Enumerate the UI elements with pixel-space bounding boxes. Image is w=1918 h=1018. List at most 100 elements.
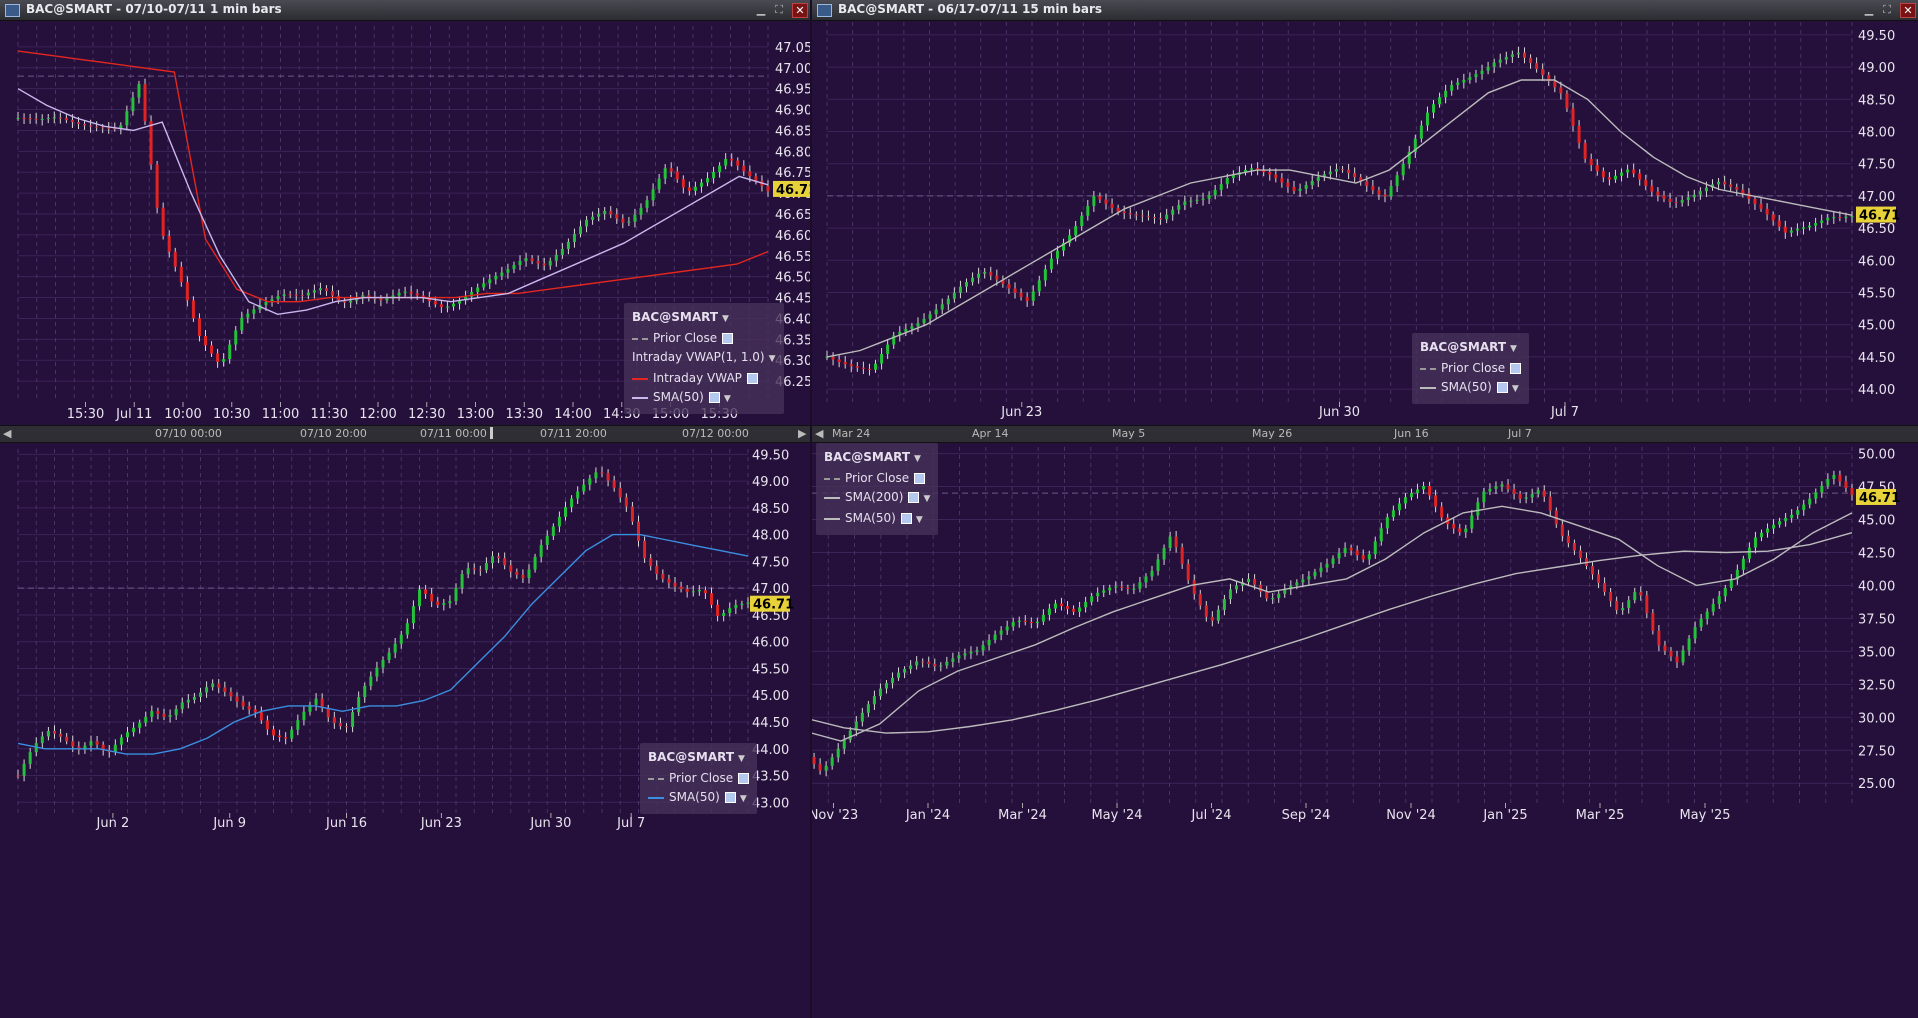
legend-visibility-checkbox[interactable] [724, 792, 736, 803]
candle-body [1826, 217, 1830, 221]
legend-item[interactable]: SMA(200) ▼ [824, 488, 930, 509]
time-scrollbar[interactable]: ◀ 07/10 00:00 07/10 20:00 07/11 00:00 07… [0, 425, 810, 443]
candle-body [1367, 554, 1371, 560]
scroll-thumb[interactable] [490, 427, 493, 439]
candle-body [64, 117, 68, 121]
minimize-icon[interactable]: ▁ [756, 3, 766, 16]
y-tick-label: 46.45 [775, 292, 810, 307]
candle-body [83, 124, 87, 126]
legend-menu-icon[interactable]: ▼ [738, 754, 745, 764]
candle-body [1603, 583, 1607, 592]
chart-legend[interactable]: BAC@SMART ▼ Prior Close SMA(50) ▼ [640, 743, 758, 814]
chart-legend[interactable]: BAC@SMART ▼ Prior Close SMA(50) ▼ [1412, 333, 1530, 404]
legend-menu-icon[interactable]: ▼ [768, 354, 776, 364]
legend-visibility-checkbox[interactable] [1496, 382, 1508, 393]
legend-visibility-checkbox[interactable] [722, 333, 734, 344]
y-tick-label: 46.75 [775, 166, 810, 181]
candle-body [1322, 174, 1326, 177]
legend-item[interactable]: SMA(50) ▼ [648, 788, 749, 809]
candle-body [1328, 171, 1332, 175]
legend-menu-icon[interactable]: ▼ [723, 394, 731, 404]
candle-body [643, 540, 647, 559]
legend-symbol[interactable]: BAC@SMART ▼ [632, 310, 729, 324]
candle-body [409, 291, 413, 294]
legend-item[interactable]: SMA(50) ▼ [632, 388, 776, 409]
candle-body [1425, 112, 1429, 126]
legend-symbol[interactable]: BAC@SMART ▼ [648, 750, 745, 764]
candle-body [1210, 616, 1214, 621]
price-chart[interactable]: 43.00 43.50 44.00 44.50 45.00 45.50 46.00 46.50… [0, 443, 810, 1018]
candle-body [1802, 504, 1806, 511]
legend-visibility-checkbox[interactable] [746, 373, 758, 384]
legend-visibility-checkbox[interactable] [1510, 363, 1522, 374]
candle-body [294, 294, 298, 296]
y-tick-label: 45.50 [752, 662, 789, 677]
legend-symbol[interactable]: BAC@SMART ▼ [1420, 340, 1517, 354]
chart-legend[interactable]: BAC@SMART ▼ Prior Close SMA(200) ▼ SMA(50) ▼ [816, 443, 939, 535]
price-chart[interactable]: 25.00 27.50 30.00 32.50 35.00 37.50 40.00 42.50… [812, 443, 1918, 1018]
candle-body [718, 165, 722, 173]
legend-item[interactable]: Prior Close [1420, 359, 1522, 378]
legend-symbol[interactable]: BAC@SMART ▼ [824, 450, 921, 464]
legend-item[interactable]: SMA(50) ▼ [824, 509, 930, 530]
candle-body [975, 650, 979, 652]
legend-item[interactable]: Prior Close [632, 329, 776, 348]
legend-item[interactable]: Prior Close [648, 769, 750, 788]
legend-visibility-checkbox[interactable] [900, 513, 912, 524]
close-icon[interactable]: ✕ [792, 3, 808, 18]
legend-menu-icon[interactable]: ▼ [739, 794, 747, 804]
legend-item[interactable]: Prior Close [824, 469, 930, 488]
candle-body [1403, 497, 1407, 504]
candle-body [1789, 230, 1793, 233]
maximize-icon[interactable]: ⛶ [1883, 3, 1891, 16]
legend-menu-icon[interactable]: ▼ [915, 515, 923, 525]
candle-body [338, 723, 342, 727]
legend-visibility-checkbox[interactable] [708, 392, 720, 403]
legend-visibility-checkbox[interactable] [914, 473, 926, 484]
legend-visibility-checkbox[interactable] [738, 773, 750, 784]
minimize-icon[interactable]: ▁ [1864, 3, 1874, 16]
candle-body [125, 111, 129, 126]
chart-legend[interactable]: BAC@SMART ▼ Prior Close Intraday VWAP(1, 1.… [624, 303, 784, 414]
y-tick-label: 44.50 [752, 716, 789, 731]
legend-menu-icon[interactable]: ▼ [923, 494, 931, 504]
chart-window-titlebar[interactable]: BAC@SMART - 06/17-07/11 15 min bars ▁ ⛶ … [812, 0, 1918, 21]
candle-body [1132, 588, 1136, 590]
legend-menu-icon[interactable]: ▼ [1511, 384, 1519, 394]
legend-item[interactable]: SMA(50) ▼ [1420, 378, 1521, 399]
candle-body [703, 590, 707, 594]
legend-item[interactable]: Intraday VWAP(1, 1.0) ▼ [632, 348, 776, 369]
last-price-badge [750, 595, 790, 612]
candle-body [824, 765, 828, 771]
legend-item[interactable]: Intraday VWAP [632, 369, 776, 388]
legend-menu-icon[interactable]: ▼ [1510, 344, 1517, 354]
chart-window-titlebar[interactable]: BAC@SMART - 07/10-07/11 1 min bars ▁ ⛶ ✕ [0, 0, 810, 21]
candle-body [28, 752, 32, 764]
candle-body [1204, 605, 1208, 617]
scroll-right-icon[interactable]: ▶ [798, 427, 807, 440]
candle-body [977, 273, 981, 278]
price-chart[interactable]: 46.25 46.30 46.35 46.40 46.45 46.50 46.55 46.60… [0, 0, 810, 425]
legend-visibility-checkbox[interactable] [908, 492, 920, 503]
candle-body [1542, 490, 1546, 497]
close-icon[interactable]: ✕ [1900, 3, 1916, 18]
candle-body [842, 739, 846, 749]
x-tick-label: 10:00 [164, 407, 201, 422]
candle-body [1268, 172, 1272, 175]
y-tick-label: 45.50 [1858, 287, 1895, 302]
scroll-left-icon[interactable]: ◀ [3, 427, 12, 440]
maximize-icon[interactable]: ⛶ [775, 3, 783, 16]
legend-menu-icon[interactable]: ▼ [914, 454, 921, 464]
last-price-label: 46.71 [1859, 209, 1900, 224]
y-tick-label: 27.50 [1858, 744, 1895, 759]
candle-body [1413, 138, 1417, 152]
scroll-label: May 26 [1252, 427, 1293, 440]
candle-body [1138, 582, 1142, 589]
price-chart[interactable]: 44.00 44.50 45.00 45.50 46.00 46.50 47.00 47.50… [812, 0, 1918, 425]
candle-body [734, 604, 738, 609]
scroll-left-icon[interactable]: ◀ [815, 427, 824, 440]
legend-menu-icon[interactable]: ▼ [722, 314, 729, 324]
legend-swatch [632, 377, 648, 380]
time-scrollbar[interactable]: ◀ Mar 24 Apr 14 May 5 May 26 Jun 16 Jul … [812, 425, 1918, 443]
candle-body [1140, 215, 1144, 217]
